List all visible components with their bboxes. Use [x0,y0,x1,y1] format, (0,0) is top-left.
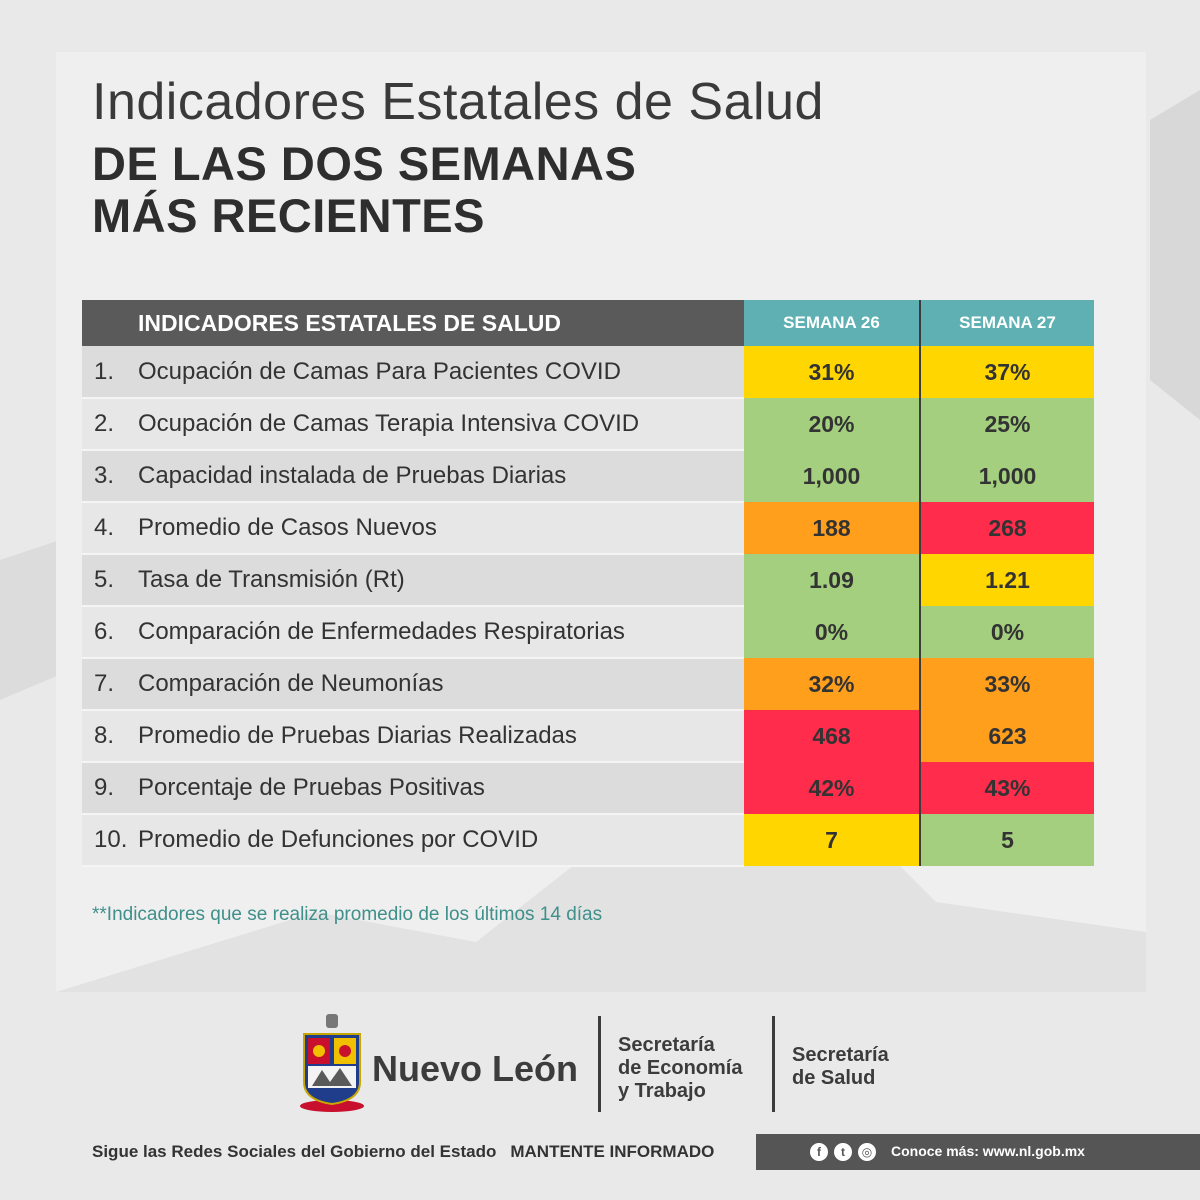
footer-text: Sigue las Redes Sociales del Gobierno de… [92,1142,714,1162]
website-link[interactable]: Conoce más: www.nl.gob.mx [891,1143,1085,1159]
week-26-value: 32% [744,658,921,710]
header-week-27: SEMANA 27 [920,300,1094,346]
logos: Nuevo León Secretaría de Economía y Trab… [292,1012,912,1122]
indicator-name: 3. Capacidad instalada de Pruebas Diarias [82,450,744,503]
table-row: 5. Tasa de Transmisión (Rt) 1.09 1.21 [82,554,1094,607]
table-header-row: INDICADORES ESTATALES DE SALUD SEMANA 26… [82,300,1094,346]
week-26-value: 188 [744,502,921,554]
indicator-label: Comparación de Enfermedades Respiratoria… [138,618,625,645]
week-27-value: 43% [920,762,1094,814]
week-26-value: 0% [744,606,921,658]
indicator-name: 5. Tasa de Transmisión (Rt) [82,554,744,607]
week-27-value: 623 [920,710,1094,762]
indicator-label: Ocupación de Camas Para Pacientes COVID [138,357,621,385]
informed-text: MANTENTE INFORMADO [510,1142,715,1161]
indicator-label: Tasa de Transmisión (Rt) [138,566,405,593]
week-26-value: 1.09 [744,554,921,606]
indicator-label: Promedio de Casos Nuevos [138,514,437,541]
week-27-value: 1.21 [920,554,1094,606]
week-26-value: 468 [744,710,921,762]
state-name: Nuevo León [372,1048,579,1089]
secretaria-economia: Secretaría de Economía y Trabajo [618,1034,742,1103]
divider [598,1016,601,1112]
week-26-value: 1,000 [744,450,921,502]
indicator-number: 4. [94,514,115,541]
secretaria-salud-line-1: Secretaría [792,1044,889,1066]
week-27-value: 25% [920,398,1094,450]
week-27-value: 1,000 [920,450,1094,502]
indicator-name: 8. Promedio de Pruebas Diarias Realizadas [82,710,744,763]
header-indicators: INDICADORES ESTATALES DE SALUD [82,300,744,346]
indicator-name: 9. Porcentaje de Pruebas Positivas [82,762,744,815]
week-26-value: 20% [744,398,921,450]
indicator-number: 6. [94,618,115,645]
indicator-label: Porcentaje de Pruebas Positivas [138,774,485,801]
week-27-value: 268 [920,502,1094,554]
subtitle-line-1: DE LAS DOS SEMANAS [92,137,637,190]
instagram-icon[interactable]: ◎ [858,1143,876,1161]
indicator-number: 8. [94,722,115,749]
table-row: 6. Comparación de Enfermedades Respirator… [82,606,1094,659]
indicator-name: 4. Promedio de Casos Nuevos [82,502,744,555]
footnote: **Indicadores que se realiza promedio de… [92,904,603,925]
table-row: 3. Capacidad instalada de Pruebas Diarias… [82,450,1094,503]
footer-bar: f t ◎ Conoce más: www.nl.gob.mx [756,1134,1200,1170]
week-26-value: 42% [744,762,921,814]
indicator-number: 9. [94,774,115,801]
indicator-number: 7. [94,670,115,697]
indicator-label: Capacidad instalada de Pruebas Diarias [138,462,567,489]
table-row: 8. Promedio de Pruebas Diarias Realizadas… [82,710,1094,763]
indicator-label: Promedio de Defunciones por COVID [138,826,539,853]
indicator-name: 6. Comparación de Enfermedades Respirator… [82,606,744,659]
secretaria-salud-line-2: de Salud [792,1067,876,1089]
table-row: 4. Promedio de Casos Nuevos 188 268 [82,502,1094,555]
indicator-label: Ocupación de Camas Terapia Intensiva COV… [138,410,640,437]
twitter-icon[interactable]: t [834,1143,852,1161]
header-week-26: SEMANA 26 [744,300,921,346]
secretaria-economia-line-2: de Economía [618,1057,743,1079]
week-26-value: 7 [744,814,921,866]
week-27-value: 33% [920,658,1094,710]
indicator-number: 1. [94,357,115,385]
nuevo-leon-crest-icon [300,1014,364,1112]
indicator-number: 3. [94,462,115,489]
secretaria-salud: Secretaría de Salud [792,1044,889,1090]
week-26-value: 31% [744,346,921,398]
indicators-table: INDICADORES ESTATALES DE SALUD SEMANA 26… [82,300,1094,867]
indicator-number: 2. [94,410,115,437]
table-row: 10. Promedio de Defunciones por COVID 7 5 [82,814,1094,867]
table-row: 7. Comparación de Neumonías 32% 33% [82,658,1094,711]
table-row: 2. Ocupación de Camas Terapia Intensiva C… [82,398,1094,451]
indicator-number: 5. [94,566,115,593]
page-subtitle: DE LAS DOS SEMANAS MÁS RECIENTES [92,138,636,242]
subtitle-line-2: MÁS RECIENTES [92,189,485,242]
indicator-name: 7. Comparación de Neumonías [82,658,744,711]
week-27-value: 37% [920,346,1094,398]
indicator-number: 10. [94,826,128,853]
indicator-name: 1. Ocupación de Camas Para Pacientes COVI… [82,346,744,399]
facebook-icon[interactable]: f [810,1143,828,1161]
indicator-label: Comparación de Neumonías [138,670,444,697]
page-title: Indicadores Estatales de Salud [92,73,824,131]
follow-text: Sigue las Redes Sociales del Gobierno de… [92,1142,497,1161]
secretaria-economia-line-1: Secretaría [618,1034,715,1056]
indicator-name: 10. Promedio de Defunciones por COVID [82,814,744,867]
secretaria-economia-line-3: y Trabajo [618,1080,706,1102]
table-row: 1. Ocupación de Camas Para Pacientes COVI… [82,346,1094,399]
indicator-name: 2. Ocupación de Camas Terapia Intensiva C… [82,398,744,451]
divider [772,1016,775,1112]
week-27-value: 5 [920,814,1094,866]
table-row: 9. Porcentaje de Pruebas Positivas 42% 43… [82,762,1094,815]
indicator-label: Promedio de Pruebas Diarias Realizadas [138,722,577,749]
week-27-value: 0% [920,606,1094,658]
